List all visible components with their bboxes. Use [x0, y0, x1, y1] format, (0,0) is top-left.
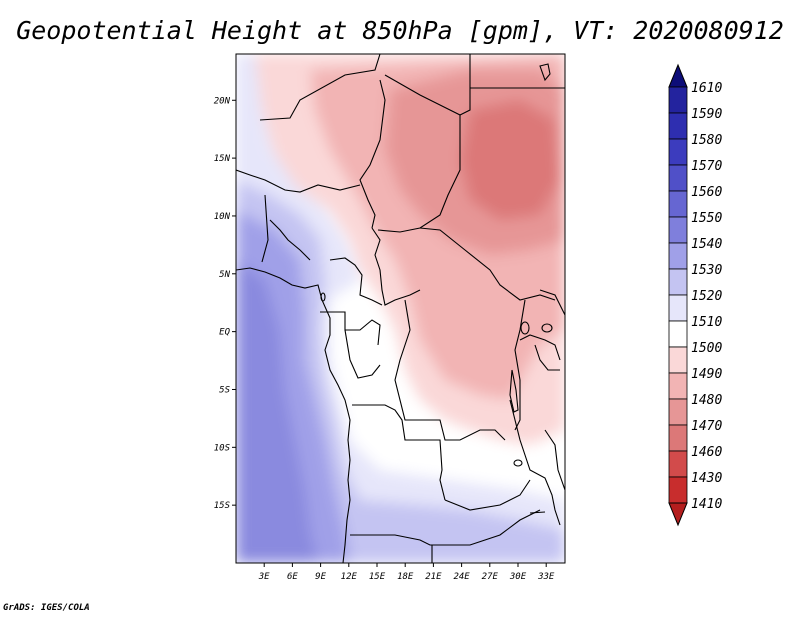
- colorbar-box: [668, 216, 688, 244]
- lat-tick-label: EQ: [219, 328, 230, 338]
- lon-tick-label: 3E: [258, 572, 270, 582]
- colorbar-label: 1480: [691, 393, 722, 408]
- lake-shape: [513, 459, 523, 467]
- lon-tick-label: 30E: [509, 572, 527, 582]
- colorbar-box: [668, 476, 688, 504]
- border-line: [371, 227, 421, 306]
- border-line: [419, 227, 556, 301]
- lat-tick-label: 5S: [219, 385, 230, 395]
- colorbar-box: [668, 346, 688, 374]
- colorbar-box: [668, 86, 688, 114]
- border-line: [329, 257, 383, 306]
- border-line: [259, 54, 381, 121]
- country-boundaries: [236, 54, 565, 563]
- colorbar-label: 1410: [691, 497, 722, 512]
- colorbar-label: 1530: [691, 263, 722, 278]
- grads-credit: GrADS: IGES/COLA: [3, 603, 90, 613]
- lake-shape: [541, 323, 553, 333]
- colorbar-label: 1510: [691, 315, 722, 330]
- colorbar-box: [668, 112, 688, 140]
- lon-tick-label: 15E: [369, 572, 386, 582]
- lat-tick-label: 10S: [214, 443, 231, 453]
- colorbar-label: 1610: [691, 81, 722, 96]
- lake-shape: [529, 511, 546, 514]
- colorbar-label: 1490: [691, 367, 722, 382]
- border-line: [350, 509, 541, 546]
- lat-tick-label: 10N: [214, 212, 231, 222]
- colorbar-box: [668, 164, 688, 192]
- colorbar-box: [668, 450, 688, 478]
- colorbar-box: [668, 138, 688, 166]
- colorbar-box: [668, 424, 688, 452]
- colorbar-label: 1550: [691, 211, 722, 226]
- colorbar-label: 1570: [691, 159, 722, 174]
- border-line: [509, 399, 561, 526]
- coastline: [236, 267, 351, 563]
- colorbar-top-arrow: [668, 63, 688, 88]
- lon-tick-label: 21E: [425, 572, 442, 582]
- colorbar: 1610 1590 1580 1570 1560 1550 1540 1530 1520 1510…: [668, 63, 722, 527]
- border-line: [394, 299, 506, 441]
- lon-tick-label: 12E: [341, 572, 358, 582]
- colorbar-box: [668, 268, 688, 296]
- colorbar-label: 1580: [691, 133, 722, 148]
- colorbar-label: 1500: [691, 341, 722, 356]
- map-frame: [235, 53, 566, 564]
- border-line: [320, 311, 381, 346]
- field-zone-1460: [460, 100, 560, 220]
- height-field: [236, 54, 565, 563]
- colorbar-box: [668, 242, 688, 270]
- longitude-axis: 3E 6E 9E 12E 15E 18E 21E 24E 27E 30E 33E: [258, 563, 555, 582]
- lake-shape: [539, 63, 551, 82]
- lat-tick-label: 5N: [219, 270, 230, 280]
- lake-shape: [520, 321, 530, 335]
- lon-tick-label: 9E: [315, 572, 326, 582]
- lon-tick-label: 27E: [482, 572, 499, 582]
- colorbar-box: [668, 320, 688, 348]
- lat-tick-label: 15N: [214, 154, 231, 164]
- lat-tick-label: 20N: [214, 96, 231, 106]
- border-line: [444, 479, 531, 511]
- colorbar-label: 1460: [691, 445, 722, 460]
- lon-tick-label: 18E: [397, 572, 414, 582]
- map-title: Geopotential Height at 850hPa [gpm], VT:…: [16, 16, 784, 45]
- colorbar-label: 1430: [691, 471, 722, 486]
- lake-shape: [509, 369, 519, 413]
- colorbar-box: [668, 294, 688, 322]
- field-zone-1500: [320, 250, 565, 563]
- border-line: [359, 79, 386, 229]
- border-line: [261, 194, 311, 263]
- colorbar-box: [668, 372, 688, 400]
- border-line: [539, 289, 565, 316]
- lat-tick-label: 15S: [214, 501, 231, 511]
- colorbar-box: [668, 398, 688, 426]
- lake-shape: [320, 292, 326, 302]
- latitude-axis: 20N 15N 10N 5N EQ 5S 10S 15S: [214, 96, 236, 511]
- colorbar-label: 1590: [691, 107, 722, 122]
- border-line: [514, 299, 526, 431]
- border-line: [377, 74, 461, 233]
- field-zone-1540: [236, 260, 318, 563]
- colorbar-box: [668, 190, 688, 218]
- border-line: [236, 169, 361, 193]
- colorbar-label: 1470: [691, 419, 722, 434]
- colorbar-label: 1560: [691, 185, 722, 200]
- colorbar-label: 1520: [691, 289, 722, 304]
- lon-tick-label: 33E: [537, 572, 555, 582]
- border-line: [344, 329, 381, 379]
- border-line: [544, 429, 565, 491]
- border-line: [352, 404, 446, 501]
- colorbar-label: 1540: [691, 237, 722, 252]
- lon-tick-label: 6E: [287, 572, 298, 582]
- lon-tick-label: 24E: [453, 572, 470, 582]
- border-line: [459, 54, 565, 116]
- border-line: [519, 334, 561, 371]
- colorbar-bottom-arrow: [668, 502, 688, 527]
